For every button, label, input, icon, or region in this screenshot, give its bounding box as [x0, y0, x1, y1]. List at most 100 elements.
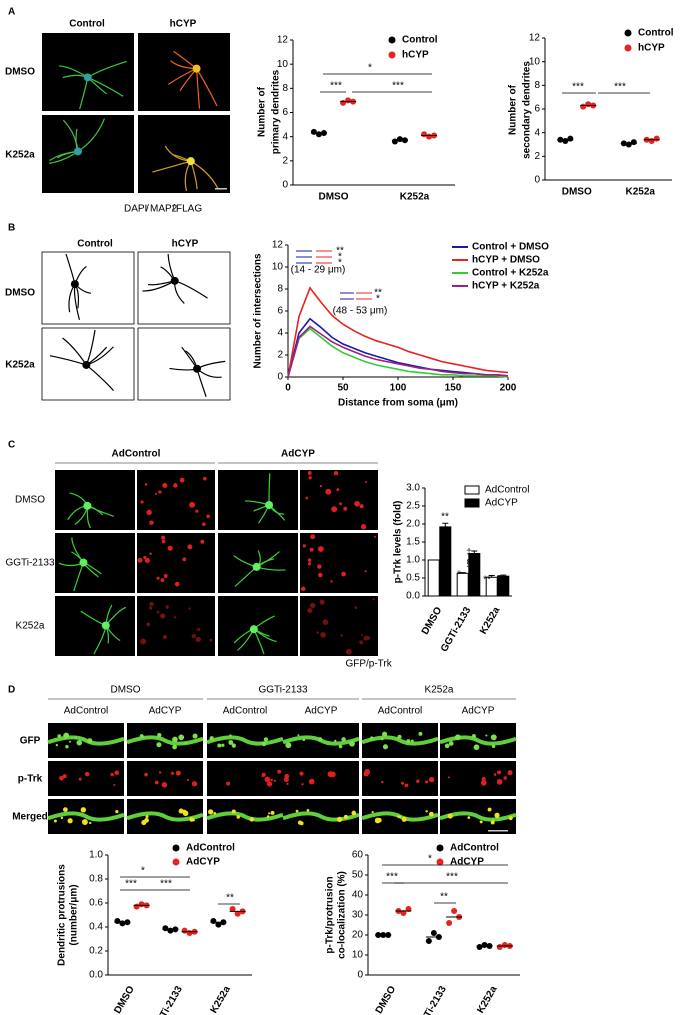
y-axis-label: Number of: [257, 86, 268, 137]
puncta: [322, 619, 329, 626]
puncta: [162, 634, 167, 640]
image: [55, 596, 135, 656]
puncta: [213, 811, 217, 815]
puncta: [59, 775, 64, 781]
y-tick-label: 50: [352, 870, 364, 881]
puncta: [63, 807, 68, 812]
y-tick-label: 1.5: [406, 537, 420, 548]
puncta: [182, 557, 187, 562]
puncta: [380, 737, 384, 741]
puncta: [80, 807, 87, 813]
puncta: [231, 743, 236, 748]
annotation: **: [336, 246, 344, 257]
y-tick-label: 30: [352, 910, 364, 921]
puncta: [336, 816, 343, 823]
puncta: [155, 492, 158, 496]
puncta: [187, 778, 190, 781]
annotation: *: [338, 258, 342, 269]
puncta: [295, 809, 299, 813]
annotation: (48 - 53 μm): [333, 306, 388, 317]
y-tick-label: 4: [282, 131, 288, 142]
dendrite: [126, 811, 204, 822]
data-point: [426, 133, 433, 140]
puncta: [316, 631, 319, 634]
puncta: [173, 616, 177, 619]
soma: [265, 500, 274, 509]
y-tick-label: 12: [277, 35, 289, 46]
legend-label: AdControl: [186, 843, 235, 854]
puncta: [184, 741, 187, 745]
y-tick-label: 0: [357, 970, 363, 981]
puncta: [454, 734, 461, 741]
annotation: ***: [125, 879, 137, 890]
puncta: [63, 732, 70, 739]
image: [137, 596, 215, 656]
puncta: [308, 561, 311, 564]
label: DMSO: [5, 288, 35, 299]
soma: [252, 562, 261, 571]
puncta: [374, 817, 381, 824]
x-tick-label: K252a: [626, 187, 656, 198]
image: [41, 251, 135, 325]
puncta: [62, 774, 67, 779]
puncta: [507, 770, 513, 776]
image: [138, 33, 230, 111]
puncta: [301, 783, 304, 786]
puncta: [336, 488, 340, 492]
puncta: [149, 601, 154, 607]
panel-letter: D: [8, 685, 15, 696]
dendrite: [206, 811, 284, 822]
puncta: [191, 781, 198, 787]
puncta: [141, 820, 147, 826]
y-tick-label: 2: [277, 350, 283, 361]
y-tick-label: 6: [277, 306, 283, 317]
x-tick-label: K252a: [475, 984, 499, 1015]
legend-marker: [464, 498, 480, 508]
puncta: [270, 810, 275, 815]
puncta: [485, 734, 488, 737]
soma: [186, 157, 195, 166]
panel-letter: A: [8, 7, 15, 18]
x-tick-label: GGTi-2133: [414, 984, 449, 1015]
puncta: [149, 552, 152, 555]
y-tick-label: 2: [534, 151, 540, 162]
puncta: [359, 640, 364, 645]
puncta: [207, 809, 214, 815]
puncta: [306, 808, 310, 812]
image: [283, 761, 359, 796]
legend-label: Control + DMSO: [472, 242, 549, 253]
data-point: [210, 918, 217, 924]
series-line: [287, 327, 509, 378]
puncta: [354, 606, 358, 609]
puncta: [317, 546, 324, 552]
puncta: [154, 780, 159, 785]
annotation: §: [496, 575, 502, 586]
label: hCYP: [172, 239, 199, 250]
puncta: [416, 779, 420, 783]
annotation: §: [466, 559, 472, 570]
dendrite: [439, 735, 517, 746]
puncta: [338, 744, 343, 749]
soma: [101, 621, 110, 630]
puncta: [479, 820, 483, 824]
puncta: [351, 810, 357, 816]
puncta: [307, 607, 313, 614]
data-point: [585, 101, 592, 108]
panel-letter: B: [8, 223, 15, 234]
puncta: [84, 771, 90, 777]
dendrite: [126, 735, 204, 746]
puncta: [189, 817, 194, 822]
puncta: [319, 485, 322, 488]
puncta: [144, 483, 148, 486]
annotation: ‡: [466, 548, 472, 559]
legend-label: hCYP + DMSO: [472, 255, 540, 266]
data-point: [229, 906, 236, 912]
data-point: [425, 938, 432, 944]
puncta: [231, 809, 236, 814]
x-axis-label: Distance from soma (μm): [338, 398, 458, 409]
legend-marker: [436, 844, 444, 852]
data-point: [396, 136, 403, 143]
y-tick-label: 0.5: [406, 573, 420, 584]
puncta: [320, 632, 326, 638]
